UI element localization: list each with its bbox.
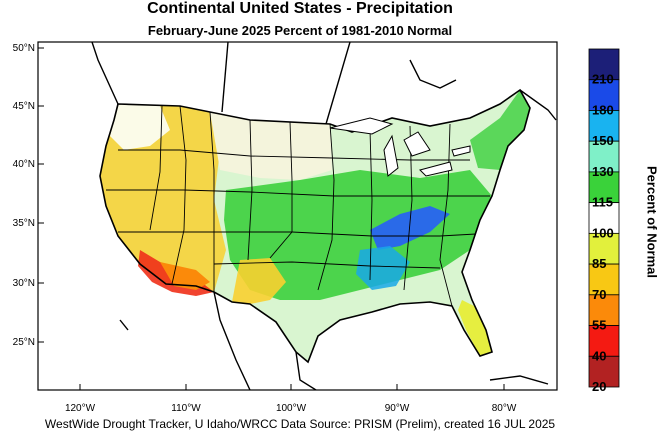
legend-swatch-8	[588, 263, 620, 296]
lon-label-120: 120°W	[65, 403, 96, 414]
lat-label-45: 45°N	[13, 101, 35, 112]
legend-swatch-6	[588, 202, 620, 234]
region-pacific-northwest	[110, 104, 170, 150]
legend-value-55: 55	[592, 318, 606, 333]
lon-label-80: 80°W	[492, 403, 517, 414]
legend-swatch-11	[588, 355, 620, 388]
legend-swatch-1	[588, 48, 620, 81]
map-title: Continental United States - Precipitatio…	[147, 0, 453, 17]
legend-value-180: 180	[592, 102, 614, 117]
legend-value-130: 130	[592, 164, 614, 179]
region-northern-plains	[210, 112, 332, 180]
legend-value-115: 115	[592, 195, 613, 210]
legend-swatch-2	[588, 79, 620, 111]
great-lakes	[329, 117, 471, 177]
legend-swatch-9	[588, 294, 620, 326]
legend-value-85: 85	[592, 256, 606, 271]
legend-swatches	[588, 48, 620, 388]
legend-swatch-4	[588, 140, 620, 173]
lat-label-25: 25°N	[13, 337, 35, 348]
legend-swatch-3	[588, 110, 620, 142]
legend-swatch-7	[588, 232, 620, 265]
lon-label-110: 110°W	[171, 403, 201, 414]
region-florida	[458, 300, 492, 356]
region-ohio-valley-wet	[370, 206, 450, 250]
legend-value-150: 150	[592, 133, 614, 148]
legend-value-40: 40	[592, 348, 606, 363]
lat-label-50: 50°N	[13, 43, 35, 54]
credit-line: WestWide Drought Tracker, U Idaho/WRCC D…	[44, 417, 556, 431]
lat-label-35: 35°N	[13, 218, 35, 229]
lon-label-100: 100°W	[276, 403, 307, 414]
region-south-wet	[356, 246, 410, 290]
lon-label-90: 90°W	[385, 403, 410, 414]
region-northeast	[470, 90, 530, 170]
legend-value-210: 210	[592, 72, 614, 87]
map-subtitle: February-June 2025 Percent of 1981-2010 …	[147, 23, 453, 38]
state-borders	[99, 88, 531, 364]
neighbor-coastlines	[91, 42, 557, 390]
legend-labels: 210 180 150 130 115 100 85 70 55 40 20	[592, 72, 614, 394]
legend-value-100: 100	[592, 225, 614, 240]
legend-value-20: 20	[592, 379, 606, 394]
legend-swatch-10	[588, 325, 620, 357]
lat-label-30: 30°N	[13, 278, 35, 289]
lat-ticks	[38, 47, 44, 343]
lat-label-40: 40°N	[13, 159, 35, 170]
region-west-texas	[232, 258, 286, 304]
legend-title: Percent of Normal	[644, 166, 660, 278]
lon-ticks	[79, 384, 505, 390]
legend-value-70: 70	[592, 287, 606, 302]
